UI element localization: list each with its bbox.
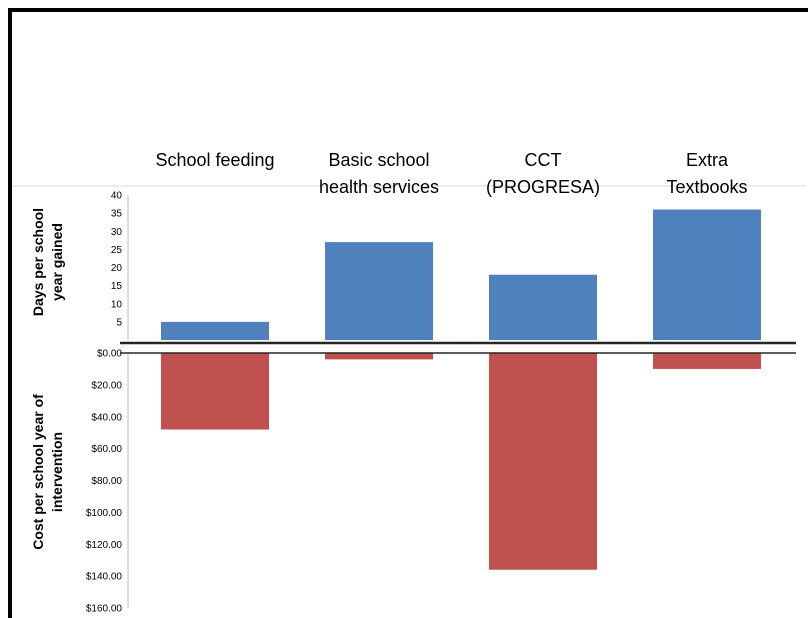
days-tick-label: 35 <box>111 209 123 220</box>
axis-break <box>120 341 796 354</box>
days-bar <box>489 274 597 340</box>
cost-bar <box>489 353 597 570</box>
cost-tick-label: $80.00 <box>91 476 122 487</box>
cost-tick-label: $160.00 <box>86 604 123 615</box>
days-tick-label: 5 <box>116 317 122 328</box>
days-tick-label: 10 <box>111 299 123 310</box>
cost-tick-label: $40.00 <box>91 412 122 423</box>
days-axis-label: Days per school year gained <box>30 208 65 316</box>
cost-tick-label: $0.00 <box>97 349 122 360</box>
cost-tick-label: $140.00 <box>86 572 123 583</box>
days-tick-label: 25 <box>111 245 123 256</box>
days-tick-label: 20 <box>111 263 123 274</box>
category-label: School feeding <box>155 150 274 170</box>
days-tick-label: 30 <box>111 227 123 238</box>
days-tick-label: 15 <box>111 281 123 292</box>
days-bar <box>325 242 433 340</box>
days-bar <box>653 209 761 340</box>
cost-tick-label: $100.00 <box>86 508 123 519</box>
outer-border-left <box>8 8 12 618</box>
category-label: Extra Textbooks <box>666 150 747 197</box>
cost-bar <box>653 353 761 369</box>
cost-bar <box>161 353 269 430</box>
outer-border-top <box>8 8 808 12</box>
cost-bar <box>325 353 433 360</box>
category-label: Basic school health services <box>319 150 439 197</box>
category-label: CCT (PROGRESA) <box>486 150 600 197</box>
cost-tick-label: $60.00 <box>91 444 122 455</box>
cost-tick-label: $20.00 <box>91 380 122 391</box>
days-bar <box>161 321 269 340</box>
cost-tick-label: $120.00 <box>86 540 123 551</box>
cost-axis-label: Cost per school year of intervention <box>30 394 65 550</box>
days-tick-label: 40 <box>111 191 123 202</box>
